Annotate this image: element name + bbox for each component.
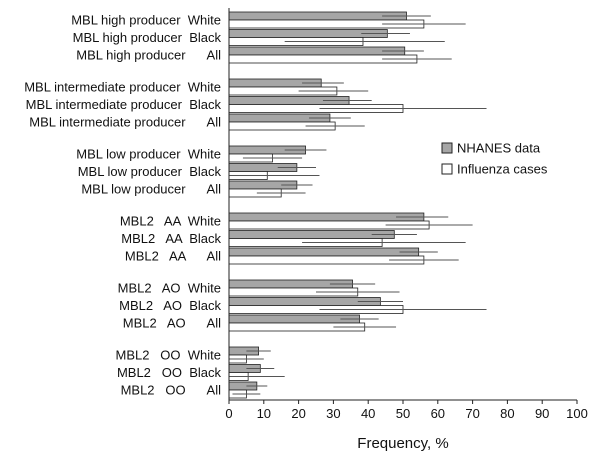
x-tick-label: 100 <box>566 406 588 421</box>
x-axis-label: Frequency, % <box>357 435 448 452</box>
x-tick-label: 10 <box>257 406 271 421</box>
category-label: MBL2 OO All <box>121 383 222 398</box>
bar-nhanes <box>228 46 406 56</box>
legend: NHANES data Influenza cases <box>441 141 548 177</box>
x-tick-label: 50 <box>396 406 410 421</box>
bar-nhanes <box>228 11 407 21</box>
category-label: MBL high producer All <box>76 48 221 63</box>
x-tick-label: 0 <box>225 406 232 421</box>
legend-swatch-nhanes <box>441 142 453 154</box>
x-tick-label: 20 <box>291 406 305 421</box>
category-label: MBL2 AO Black <box>119 298 221 313</box>
plot-area: MBL high producer White MBL high producer… <box>24 8 588 421</box>
bar-nhanes <box>228 314 360 324</box>
x-tick-label: 90 <box>535 406 549 421</box>
category-label: MBL intermediate producer White <box>24 80 221 95</box>
category-label: MBL intermediate producer Black <box>26 97 222 112</box>
category-label: MBL2 OO Black <box>117 365 222 380</box>
category-label: MBL low producer White <box>76 147 221 162</box>
x-tick-label: 70 <box>465 406 479 421</box>
category-label: MBL low producer All <box>81 182 221 197</box>
category-label: MBL2 OO White <box>116 348 221 363</box>
category-label: MBL low producer Black <box>78 164 222 179</box>
category-label: MBL high producer Black <box>73 30 222 45</box>
legend-swatch-influenza <box>441 163 453 175</box>
bar-nhanes <box>228 230 395 239</box>
legend-label-nhanes: NHANES data <box>457 141 541 156</box>
category-label: MBL intermediate producer All <box>29 115 221 130</box>
category-label: MBL2 AA Black <box>121 231 221 246</box>
category-label: MBL2 AA All <box>125 249 221 264</box>
bar-nhanes <box>228 212 425 222</box>
category-label: MBL high producer White <box>71 13 221 28</box>
x-tick-label: 40 <box>361 406 375 421</box>
category-label: MBL2 AO White <box>118 281 221 296</box>
category-label: MBL2 AO All <box>123 316 221 331</box>
x-tick-label: 60 <box>431 406 445 421</box>
x-tick-label: 80 <box>500 406 514 421</box>
bar-nhanes <box>228 297 381 306</box>
legend-label-influenza: Influenza cases <box>457 162 548 177</box>
bar-nhanes <box>228 247 420 257</box>
x-tick-label: 30 <box>326 406 340 421</box>
category-label: MBL2 AA White <box>120 214 221 229</box>
